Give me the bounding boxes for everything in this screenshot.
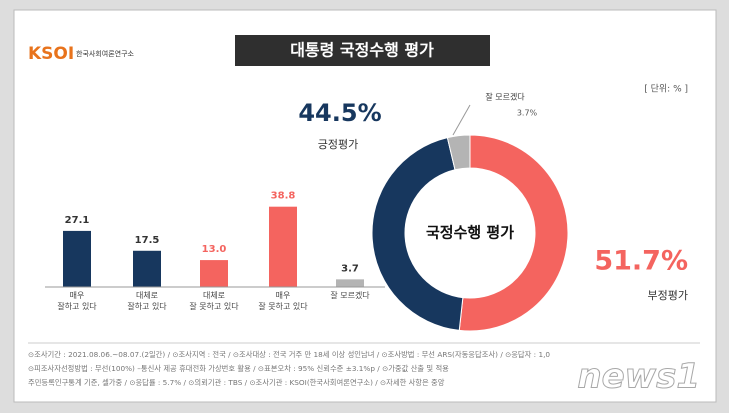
unit: [ 단위: % ] bbox=[644, 84, 688, 95]
pie-value-label: 51.7% bbox=[594, 246, 688, 277]
value-label: 38.8 bbox=[271, 191, 296, 202]
pie-slice bbox=[458, 134, 569, 332]
pie-category-label: 부정평가 bbox=[648, 289, 688, 302]
pie-slice bbox=[371, 137, 464, 331]
bar bbox=[133, 250, 161, 287]
x-tick-label: 매우 잘 못하고 있다 bbox=[258, 291, 308, 311]
bar bbox=[336, 279, 364, 287]
value-label: 17.5 bbox=[135, 235, 160, 246]
footer-line: 주민등록인구통계 기준, 셀가중 / ⊙응답률 : 5.7% / ⊙의뢰기관 :… bbox=[28, 378, 445, 387]
bar bbox=[63, 230, 91, 287]
value-label: 3.7 bbox=[341, 263, 359, 274]
frame bbox=[13, 9, 717, 403]
pie-value-label: 3.7% bbox=[517, 109, 538, 118]
x-tick-label: 잘 모르겠다 bbox=[330, 291, 370, 300]
x-tick-label: 대체로 잘하고 있다 bbox=[127, 291, 167, 311]
pie-slice bbox=[446, 134, 471, 171]
pie-center-title: 국정수행 평가 bbox=[426, 224, 514, 242]
x-tick-label: 매우 잘하고 있다 bbox=[57, 291, 97, 311]
bar bbox=[200, 260, 228, 287]
footer-line: ⊙조사기간 : 2021.08.06.~08.07.(2일간) / ⊙조사지역 … bbox=[28, 350, 550, 359]
leader-line bbox=[452, 104, 471, 136]
pie-value-label: 44.5% bbox=[298, 99, 381, 127]
pie-category-label: 긍정평가 bbox=[318, 138, 358, 151]
x-tick-label: 대체로 잘 못하고 있다 bbox=[189, 291, 239, 311]
title-box bbox=[235, 35, 490, 66]
footer-line: ⊙피조사자선정방법 : 무선(100%) –통신사 제공 휴대전화 가상번호 활… bbox=[28, 364, 449, 373]
value-label: 27.1 bbox=[65, 215, 90, 226]
logo: KSOI bbox=[28, 44, 74, 64]
value-label: 13.0 bbox=[202, 244, 227, 255]
pie-category-label: 잘 모르겠다 bbox=[485, 92, 525, 102]
bar bbox=[269, 206, 297, 287]
logo-subtitle: 한국사회여론연구소 bbox=[76, 49, 135, 58]
watermark: news1 bbox=[577, 357, 700, 397]
title: 대통령 국정수행 평가 bbox=[290, 41, 434, 60]
